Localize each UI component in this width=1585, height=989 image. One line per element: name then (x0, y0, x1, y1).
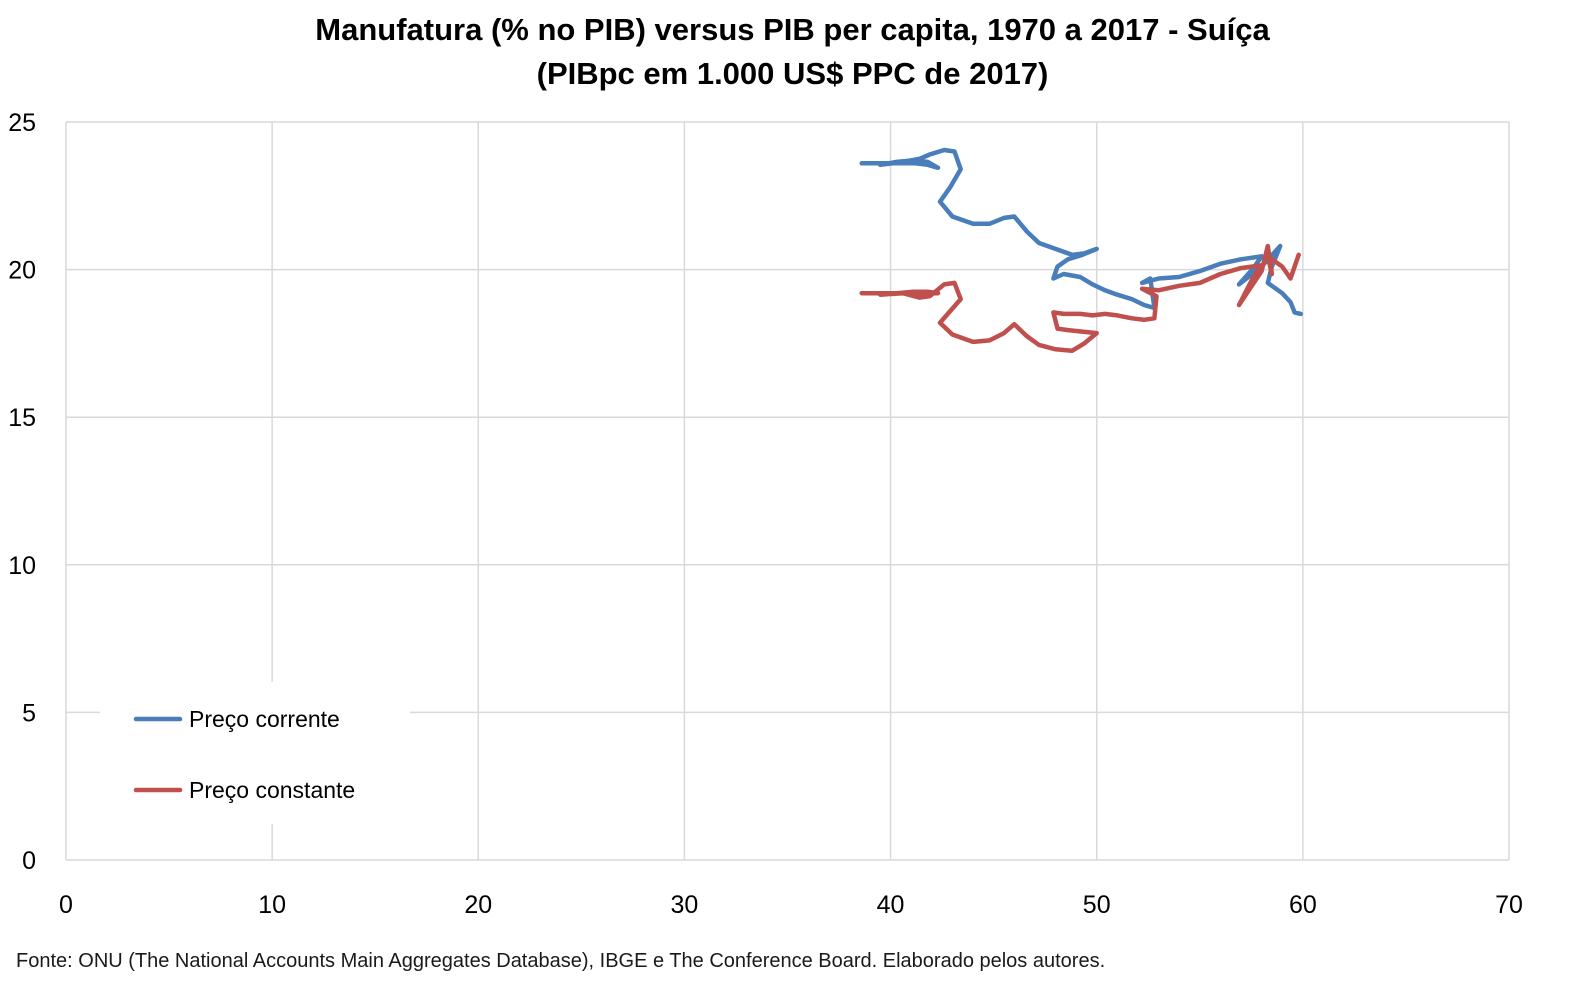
x-tick-label: 30 (671, 891, 699, 919)
legend: Preço corrente Preço constante (100, 682, 410, 824)
legend-background (100, 682, 410, 824)
x-tick-label: 0 (59, 891, 73, 919)
chart-title-line-2: (PIBpc em 1.000 US$ PPC de 2017) (536, 56, 1049, 91)
x-tick-label: 10 (258, 891, 286, 919)
source-note: Fonte: ONU (The National Accounts Main A… (16, 950, 1106, 972)
x-tick-label: 70 (1495, 891, 1523, 919)
y-tick-label: 0 (22, 847, 36, 875)
x-tick-label: 50 (1083, 891, 1111, 919)
axis-tick-labels: 0 5 10 15 20 25 0 10 20 30 40 50 60 70 (8, 109, 1523, 919)
y-tick-label: 10 (8, 552, 36, 580)
series-line-preco-corrente (859, 147, 1304, 317)
legend-label-preco-corrente: Preço corrente (189, 706, 340, 732)
y-tick-label: 5 (22, 699, 36, 727)
legend-label-preco-constante: Preço constante (189, 777, 355, 803)
y-tick-label: 25 (8, 109, 36, 137)
chart-title: Manufatura (% no PIB) versus PIB per cap… (0, 8, 1585, 96)
y-tick-label: 20 (8, 257, 36, 285)
x-tick-label: 60 (1289, 891, 1317, 919)
y-tick-label: 15 (8, 404, 36, 432)
series-lines (859, 147, 1304, 354)
x-tick-label: 40 (877, 891, 905, 919)
chart-title-line-1: Manufatura (% no PIB) versus PIB per cap… (315, 12, 1270, 47)
series-line-preco-constante (859, 243, 1301, 354)
x-tick-label: 20 (464, 891, 492, 919)
